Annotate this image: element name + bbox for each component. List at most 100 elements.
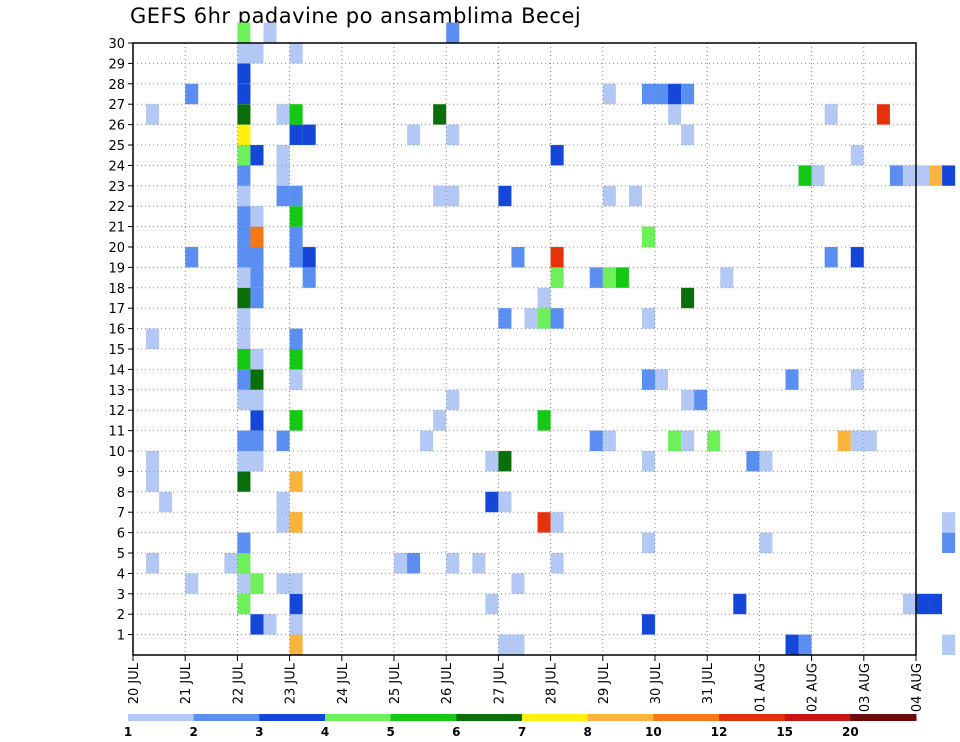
heatmap-cell [250, 573, 264, 594]
heatmap-cell [289, 104, 303, 125]
heatmap-cell [942, 512, 956, 533]
heatmap-cell [250, 369, 264, 390]
heatmap-cell [916, 165, 930, 186]
heatmap-cell [668, 83, 682, 105]
heatmap-cell [302, 267, 316, 288]
heatmap-cell [537, 410, 551, 431]
colorbar-swatch [390, 714, 457, 721]
heatmap-cell [289, 226, 303, 247]
heatmap-cell [250, 389, 264, 411]
heatmap-cell [250, 226, 264, 247]
heatmap-cell [289, 471, 303, 492]
heatmap-cell [237, 104, 251, 125]
heatmap-cell [668, 430, 682, 451]
heatmap-cell [250, 267, 264, 288]
heatmap-cell [485, 491, 499, 513]
y-tick-label: 12 [108, 404, 125, 419]
x-tick-label: 04 AUG [910, 663, 925, 712]
heatmap-cells [146, 22, 956, 655]
y-tick-label: 23 [108, 180, 125, 195]
heatmap-cell [146, 553, 160, 574]
heatmap-cell [694, 389, 708, 411]
heatmap-cell [850, 369, 864, 390]
heatmap-cell [407, 553, 421, 574]
heatmap-cell [407, 124, 421, 145]
colorbar-swatch [522, 714, 589, 721]
heatmap-cell [237, 226, 251, 247]
y-tick-label: 2 [117, 608, 125, 623]
colorbar-legend: 1 2 3 4 5 6 7 8 10 12 15 20 [124, 714, 917, 739]
heatmap-cell [655, 83, 669, 105]
heatmap-cell [237, 389, 251, 411]
heatmap-cell [550, 145, 564, 166]
heatmap-cell [902, 593, 916, 615]
chart-title: GEFS 6hr padavine po ansamblima Becej [130, 4, 582, 28]
x-tick-label: 03 AUG [858, 663, 873, 712]
y-tick-label: 14 [108, 363, 125, 378]
y-tick-label: 29 [108, 57, 125, 72]
heatmap-cell [289, 634, 303, 655]
x-tick-label: 27 JUL [492, 662, 507, 704]
y-tick-label: 5 [117, 547, 125, 562]
heatmap-cell [524, 308, 538, 329]
colorbar-label: 10 [645, 725, 662, 739]
heatmap-cell [720, 267, 734, 288]
colorbar-label: 4 [321, 725, 329, 739]
heatmap-cell [433, 410, 447, 431]
heatmap-cell [446, 185, 460, 207]
y-axis: 1234567891011121314151617181920212223242… [108, 37, 133, 644]
colorbar-swatch [259, 714, 326, 721]
heatmap-cell [498, 634, 512, 655]
heatmap-cell [485, 593, 499, 615]
heatmap-cell [224, 553, 238, 574]
x-tick-label: 26 JUL [440, 662, 455, 704]
y-tick-label: 15 [108, 343, 125, 358]
heatmap-cell [550, 308, 564, 329]
y-tick-label: 27 [108, 98, 125, 113]
heatmap-cell [681, 430, 695, 451]
y-tick-label: 8 [117, 486, 125, 501]
heatmap-cell [276, 145, 290, 166]
heatmap-cell [146, 471, 160, 492]
y-tick-label: 24 [108, 159, 125, 174]
heatmap-cell [942, 634, 956, 655]
colorbar-swatch [850, 714, 917, 721]
colorbar-swatch [456, 714, 523, 721]
heatmap-cell [237, 83, 251, 105]
heatmap-cell [707, 430, 721, 451]
colorbar-label: 6 [452, 725, 460, 739]
heatmap-cell [237, 247, 251, 268]
heatmap-cell [146, 328, 160, 349]
heatmap-cell [681, 124, 695, 145]
colorbar-swatch [653, 714, 720, 721]
heatmap-cell [929, 165, 943, 186]
y-tick-label: 19 [108, 261, 125, 276]
x-tick-label: 02 AUG [806, 663, 821, 712]
heatmap-cell [916, 593, 930, 615]
heatmap-cell [511, 247, 525, 268]
heatmap-cell [289, 247, 303, 268]
heatmap-cell [237, 593, 251, 615]
heatmap-cell [237, 369, 251, 390]
heatmap-cell [276, 430, 290, 451]
x-tick-label: 28 JUL [545, 662, 560, 704]
heatmap-cell [485, 451, 499, 472]
y-tick-label: 25 [108, 139, 125, 154]
heatmap-cell [537, 308, 551, 329]
heatmap-cell [798, 634, 812, 655]
heatmap-cell [237, 43, 251, 64]
heatmap-cell [263, 614, 277, 635]
heatmap-cell [889, 165, 903, 186]
heatmap-cell [394, 553, 408, 574]
y-tick-label: 9 [117, 465, 125, 480]
heatmap-cell [289, 185, 303, 207]
heatmap-cell [237, 349, 251, 370]
heatmap-cell [237, 451, 251, 472]
heatmap-cell [628, 185, 642, 207]
heatmap-cell [276, 573, 290, 594]
heatmap-cell [433, 185, 447, 207]
heatmap-cell [237, 328, 251, 349]
heatmap-cell [146, 104, 160, 125]
heatmap-cell [837, 430, 851, 451]
heatmap-cell [289, 614, 303, 635]
